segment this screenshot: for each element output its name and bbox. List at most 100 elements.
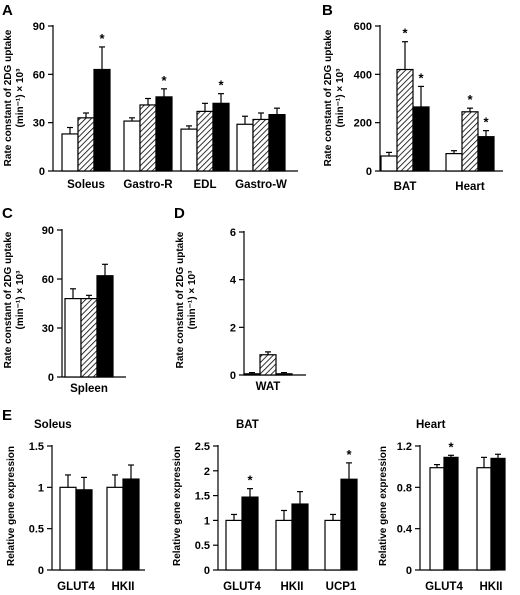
category-label-e1: HKII bbox=[112, 581, 135, 593]
y-axis-label-e1: Relative gene expression bbox=[6, 446, 17, 566]
category-label-e2: GLUT4 bbox=[223, 581, 261, 593]
bar-e3 bbox=[476, 467, 492, 571]
y-tick-label-e2: 1 bbox=[204, 515, 210, 527]
bar-a bbox=[180, 128, 198, 172]
y-tick-label-e1: 0.5 bbox=[29, 524, 44, 536]
y-tick-label-d: 2 bbox=[230, 322, 236, 334]
bar-b bbox=[380, 155, 398, 172]
y-tick-label-e2: 0 bbox=[204, 565, 210, 577]
y-axis-label-e2: Relative gene expression bbox=[172, 446, 183, 566]
panel-label-c: C bbox=[2, 205, 13, 222]
y-tick-label-b: 600 bbox=[354, 21, 372, 33]
y-tick-label-e2: 2.5 bbox=[195, 441, 210, 453]
bar-e2 bbox=[340, 478, 358, 571]
bar-e1 bbox=[122, 478, 140, 571]
y-tick-label-e3: 0.4 bbox=[397, 524, 413, 536]
bar-e2 bbox=[324, 519, 342, 571]
category-label-a: Gastro-R bbox=[123, 179, 173, 191]
bar-b bbox=[445, 153, 463, 172]
category-label-a: Gastro-W bbox=[235, 179, 287, 191]
y-tick-label-e3: 0 bbox=[406, 565, 412, 577]
significance-star-a: * bbox=[161, 73, 167, 88]
bar-d bbox=[259, 354, 277, 376]
y-tick-label-e1: 0 bbox=[38, 565, 44, 577]
y-tick-label-c: 90 bbox=[42, 225, 54, 237]
y-axis-label-d: Rate constant of 2DG uptake bbox=[175, 231, 186, 368]
significance-star-b: * bbox=[418, 70, 424, 85]
y-tick-label-e1: 1.5 bbox=[29, 441, 44, 453]
y-tick-label-a: 60 bbox=[33, 69, 45, 81]
y-axis-label-c: Rate constant of 2DG uptake bbox=[3, 231, 14, 368]
category-label-e2: UCP1 bbox=[326, 581, 357, 593]
y-tick-label-e2: 1.5 bbox=[195, 491, 210, 503]
y-axis-label-a: (min⁻¹) × 10³ bbox=[15, 68, 26, 128]
panel-title-e1: Soleus bbox=[34, 419, 72, 431]
y-tick-label-c: 0 bbox=[48, 372, 54, 384]
y-tick-label-a: 90 bbox=[33, 21, 45, 33]
bar-a bbox=[236, 123, 254, 172]
bar-c bbox=[80, 298, 98, 378]
bar-c bbox=[64, 298, 82, 378]
bar-d bbox=[243, 373, 261, 376]
panel-label-b: B bbox=[322, 2, 333, 19]
bar-e3 bbox=[429, 467, 445, 571]
panel-title-e2: BAT bbox=[236, 419, 259, 431]
y-tick-label-b: 0 bbox=[366, 166, 372, 178]
bar-a bbox=[123, 120, 141, 172]
category-label-e3: HKII bbox=[480, 581, 503, 593]
significance-star-b: * bbox=[467, 92, 473, 107]
bar-c bbox=[96, 275, 114, 378]
y-tick-label-c: 60 bbox=[42, 274, 54, 286]
y-tick-label-e2: 2 bbox=[204, 466, 210, 478]
bar-a bbox=[268, 114, 286, 172]
significance-star-b: * bbox=[402, 26, 408, 41]
bar-e1 bbox=[106, 486, 124, 571]
y-axis-label-c: (min⁻¹) × 10³ bbox=[15, 270, 26, 330]
bar-a bbox=[93, 68, 111, 172]
bar-a bbox=[61, 133, 79, 172]
category-label-a: EDL bbox=[194, 179, 217, 191]
bar-e1 bbox=[75, 489, 93, 571]
y-axis-label-b: Rate constant of 2DG uptake bbox=[323, 29, 334, 166]
bar-d bbox=[275, 373, 293, 376]
y-tick-label-d: 0 bbox=[230, 370, 236, 382]
category-label-e2: HKII bbox=[281, 581, 304, 593]
y-tick-label-e3: 0.8 bbox=[397, 482, 412, 494]
y-tick-label-c: 30 bbox=[42, 323, 54, 335]
bar-e3 bbox=[490, 457, 506, 571]
panel-label-e: E bbox=[2, 407, 12, 424]
significance-star-e2: * bbox=[346, 447, 352, 462]
y-axis-label-a: Rate constant of 2DG uptake bbox=[3, 29, 14, 166]
bar-b bbox=[396, 68, 414, 172]
bar-a bbox=[139, 104, 157, 172]
category-label-c: Spleen bbox=[70, 383, 108, 395]
panel-title-e3: Heart bbox=[416, 419, 446, 431]
panel-label-a: A bbox=[2, 2, 13, 19]
y-axis-label-b: (min⁻¹) × 10³ bbox=[335, 68, 346, 128]
significance-star-e2: * bbox=[247, 473, 253, 488]
bar-b bbox=[477, 136, 495, 172]
significance-star-e3: * bbox=[448, 439, 454, 454]
y-tick-label-d: 4 bbox=[230, 275, 237, 287]
bar-a bbox=[252, 118, 270, 172]
bar-a bbox=[77, 117, 95, 172]
bar-e2 bbox=[225, 519, 243, 571]
y-tick-label-b: 400 bbox=[354, 69, 372, 81]
bar-e3 bbox=[443, 456, 459, 571]
category-label-b: BAT bbox=[394, 181, 417, 193]
category-label-e1: GLUT4 bbox=[57, 581, 95, 593]
panel-label-d: D bbox=[174, 205, 185, 222]
y-tick-label-a: 30 bbox=[33, 118, 45, 130]
significance-star-b: * bbox=[483, 115, 489, 130]
category-label-e3: GLUT4 bbox=[425, 581, 463, 593]
bar-e2 bbox=[291, 503, 309, 571]
y-tick-label-e1: 1 bbox=[38, 482, 44, 494]
y-tick-label-a: 0 bbox=[39, 166, 45, 178]
category-label-b: Heart bbox=[455, 181, 485, 193]
y-tick-label-d: 6 bbox=[230, 227, 236, 239]
y-axis-label-d: (min⁻¹) × 10³ bbox=[187, 270, 198, 330]
y-axis-label-e3: Relative gene expression bbox=[378, 446, 389, 566]
category-label-a: Soleus bbox=[67, 179, 105, 191]
